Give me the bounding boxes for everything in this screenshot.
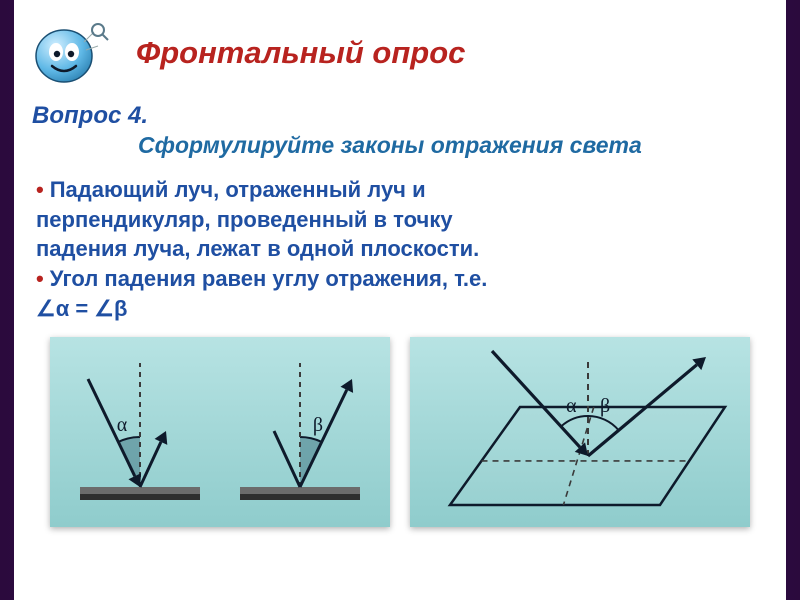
slide-header: Фронтальный опрос [28,14,772,92]
figure-right: αβ [410,337,750,527]
question-number: Вопрос 4. [32,102,772,130]
figures-row: αβ αβ [28,337,772,527]
slide-title: Фронтальный опрос [136,35,465,71]
bullet2-l2: ∠α = ∠β [36,294,772,324]
bullet2-l1: Угол падения равен углу отражения, т.е. [50,266,488,291]
figure-left: αβ [50,337,390,527]
bullet1-l2: перпендикуляр, проведенный в точку [36,205,772,235]
svg-text:α: α [117,414,128,436]
bullet1-l1: Падающий луч, отраженный луч и [50,177,426,202]
svg-text:β: β [313,414,323,436]
bullet1-l3: падения луча, лежат в одной плоскости. [36,234,772,264]
answer-bullets: •Падающий луч, отраженный луч и перпенди… [36,175,772,323]
smiley-icon [28,14,118,92]
question-text: Сформулируйте законы отражения света [138,132,772,159]
svg-text:α: α [566,395,577,417]
svg-text:β: β [600,395,610,417]
